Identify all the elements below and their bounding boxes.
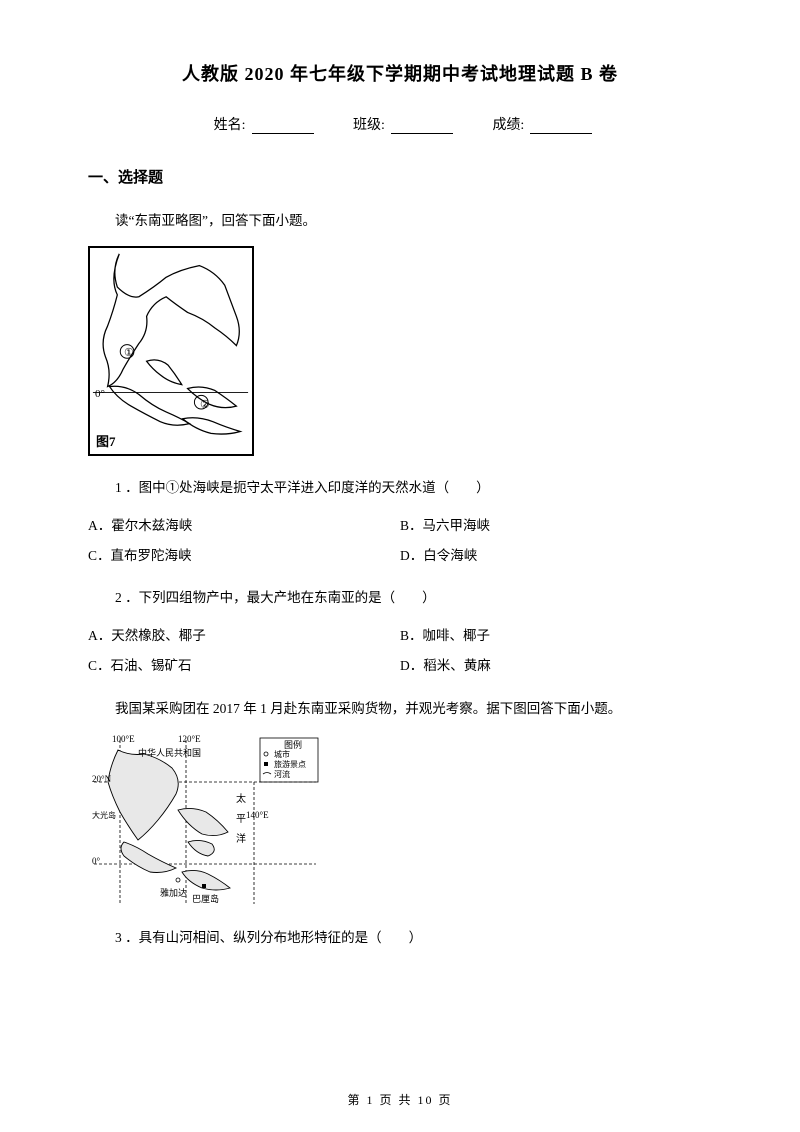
map1-circle-1: ① (124, 346, 134, 359)
q2-option-a: A．天然橡胶、椰子 (88, 621, 400, 651)
q2-option-c: C．石油、锡矿石 (88, 651, 400, 681)
name-blank (252, 120, 314, 134)
question-2: 2 ．下列四组物产中，最大产地在东南亚的是（ ） (88, 584, 712, 611)
q1-option-c: C．直布罗陀海峡 (88, 541, 400, 571)
q1-option-b: B．马六甲海峡 (400, 511, 712, 541)
map2-pacific3: 洋 (236, 830, 246, 845)
student-info-line: 姓名: 班级: 成绩: (88, 114, 712, 134)
map2-lat20: 20°N (92, 774, 111, 784)
map2-legend-river: 河流 (274, 769, 290, 780)
page-title: 人教版 2020 年七年级下学期期中考试地理试题 B 卷 (88, 60, 712, 86)
class-blank (391, 120, 453, 134)
intro-text-1: 读“东南亚略图”，回答下面小题。 (88, 207, 712, 234)
map1-circle-2: ② (200, 398, 210, 411)
map-figure-2: 100°E 120°E 140°E 20°N 0° 中华人民共和国 太 平 洋 … (88, 734, 322, 908)
map2-lat0: 0° (92, 856, 100, 866)
question-3: 3 ．具有山河相间、纵列分布地形特征的是（ ） (88, 924, 712, 951)
name-label: 姓名: (214, 118, 246, 133)
map1-equator-label: 0° (95, 388, 105, 400)
section-1-heading: 一、选择题 (88, 166, 712, 187)
map2-lon140: 140°E (246, 810, 269, 820)
intro-text-2: 我国某采购团在 2017 年 1 月赴东南亚采购货物，并观光考察。据下图回答下面… (88, 695, 712, 722)
map2-bali: 巴厘岛 (192, 892, 219, 905)
map2-daguang: 大光岛 (92, 810, 116, 821)
map-figure-1: 0° ① ② 图7 (88, 246, 254, 456)
question-2-options: A．天然橡胶、椰子 B．咖啡、椰子 C．石油、锡矿石 D．稻米、黄麻 (88, 621, 712, 680)
question-1-options: A．霍尔木兹海峡 B．马六甲海峡 C．直布罗陀海峡 D．白令海峡 (88, 511, 712, 570)
map1-caption: 图7 (96, 431, 116, 450)
q2-option-b: B．咖啡、椰子 (400, 621, 712, 651)
map2-lon100: 100°E (112, 734, 135, 744)
q1-option-a: A．霍尔木兹海峡 (88, 511, 400, 541)
map2-pacific1: 太 (236, 790, 246, 805)
map2-pacific2: 平 (236, 810, 246, 825)
class-label: 班级: (353, 118, 385, 133)
question-1: 1 ．图中①处海峡是扼守太平洋进入印度洋的天然水道（ ） (88, 474, 712, 501)
map-1-svg (90, 248, 252, 453)
map2-china: 中华人民共和国 (138, 746, 201, 759)
score-label: 成绩: (492, 118, 524, 133)
page-footer: 第 1 页 共 10 页 (0, 1091, 800, 1108)
q1-option-d: D．白令海峡 (400, 541, 712, 571)
map2-lon120: 120°E (178, 734, 201, 744)
q2-option-d: D．稻米、黄麻 (400, 651, 712, 681)
score-blank (530, 120, 592, 134)
map2-jakarta: 雅加达 (160, 886, 187, 899)
